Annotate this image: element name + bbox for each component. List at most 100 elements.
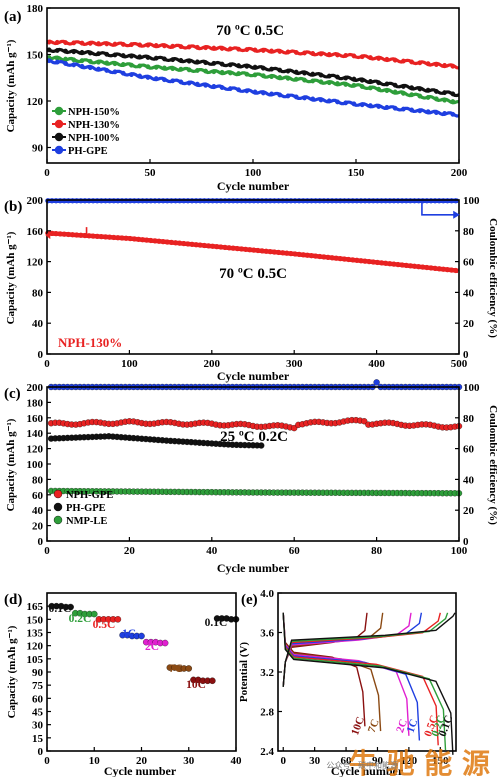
legend-marker-PH-GPE: [53, 502, 63, 512]
series-marker-NPH-100%: [120, 53, 126, 58]
rate-marker-10C: [209, 677, 216, 685]
series-marker-NPH-100%: [425, 87, 431, 93]
series-marker-PH-GPE: [326, 98, 332, 104]
legend-marker-NPH-150%: [54, 106, 64, 116]
panel-d-ytick-label: 165: [27, 601, 44, 613]
series-marker-NPH-100%: [335, 74, 340, 80]
rate-marker-0.1C: [67, 603, 74, 611]
panel-b-y2tick-label: 100: [463, 195, 480, 207]
series-marker-NPH-130%: [277, 49, 283, 54]
panel-b-xtick-label: 300: [286, 358, 303, 370]
panel-d-label: (d): [4, 592, 22, 608]
panel-d-ytick-label: 45: [32, 707, 44, 719]
series-marker-NPH-150%: [367, 85, 373, 91]
legend-marker-PH-GPE: [54, 145, 64, 155]
legend-label-PH-GPE: PH-GPE: [68, 146, 108, 157]
series-marker-NPH-130%: [326, 51, 332, 57]
series-marker-PH-GPE: [277, 92, 283, 98]
series-marker-PH-GPE: [343, 100, 349, 106]
series-marker-PH-GPE: [433, 110, 439, 116]
legend-label-NPH-130%: NPH-130%: [68, 120, 120, 131]
curve-label-1C: 1C: [405, 718, 421, 735]
series-marker-NPH-130%: [392, 57, 398, 63]
panel-d-xtick-label: 40: [231, 755, 243, 767]
panel-c-ytick-label: 160: [27, 413, 44, 425]
watermark-text: 公众号 · 碳中和能源: [326, 760, 398, 770]
panel-c-ytick-label: 100: [27, 459, 44, 471]
panel-b-ytick-label: 80: [32, 287, 44, 299]
panel-b-label: (b): [4, 199, 22, 215]
series-marker-PH-GPE: [293, 94, 299, 100]
series-marker-NPH-150%: [87, 58, 93, 64]
series-marker-NPH-150%: [302, 77, 307, 83]
rate-label-0.5C: 0.5C: [93, 619, 116, 631]
panel-c-ytick-label: 60: [32, 490, 44, 502]
series-marker-capacity: [453, 267, 459, 274]
panel-d-xtick-label: 20: [136, 755, 148, 767]
rate-label-0.1C: 0.1C: [49, 603, 72, 615]
panel-c-ytick-label: 40: [32, 505, 44, 517]
series-marker-NPH-100%: [236, 63, 242, 69]
series-marker-NPH-130%: [409, 59, 415, 65]
series-marker-NPH-130%: [54, 39, 60, 45]
series-marker-NPH-150%: [442, 97, 448, 103]
series-marker-NPH-100%: [153, 55, 159, 61]
panel-a-ytick-label: 180: [27, 3, 44, 15]
series-marker-PH-GPE: [104, 67, 110, 73]
legend-label-NPH-GPE: NPH-GPE: [66, 490, 113, 501]
panel-a-label: (a): [4, 9, 22, 25]
panel-c-ytick-label: 200: [27, 382, 44, 394]
panel-b-ylabel: Capacity (mAh g⁻¹): [5, 231, 17, 324]
series-marker-NPH-150%: [112, 61, 118, 67]
series-marker-NPH-100%: [178, 57, 184, 63]
series-marker-NPH-150%: [129, 62, 134, 68]
legend-label-NPH-100%: NPH-100%: [68, 133, 120, 144]
charge-curve-1C: [282, 612, 423, 687]
series-marker-NPH-150%: [293, 76, 299, 82]
rate-label-0.2C: 0.2C: [69, 613, 92, 625]
series-marker-coulombic efficiency: [373, 379, 380, 386]
panel-d-xtick-label: 0: [44, 755, 50, 767]
series-marker-NPH-130%: [170, 43, 176, 49]
series-marker-NPH-GPE: [361, 418, 368, 425]
panel-b-ytick-label: 200: [27, 195, 44, 207]
series-marker-NPH-150%: [178, 66, 184, 72]
curve-label-2C: 2C: [394, 718, 410, 735]
series-marker-NPH-130%: [285, 49, 291, 55]
series-marker-PH-GPE: [302, 95, 307, 101]
series-marker-PH-GPE: [318, 97, 324, 103]
series-marker-NPH-150%: [244, 71, 250, 77]
series-marker-NPH-150%: [400, 90, 406, 96]
series-marker-NPH-100%: [145, 54, 151, 60]
series-marker-PH-GPE: [252, 89, 258, 95]
series-marker-NPH-130%: [351, 53, 357, 59]
series-marker-PH-GPE: [63, 61, 68, 66]
series-marker-PH-GPE: [260, 90, 266, 96]
series-marker-NPH-100%: [129, 53, 134, 59]
rate-marker-0.5C: [114, 616, 122, 623]
series-marker-NPH-100%: [326, 73, 332, 79]
series-marker-PH-GPE: [211, 83, 217, 89]
series-marker-NPH-100%: [343, 75, 349, 81]
legend-marker-NPH-GPE: [53, 489, 63, 499]
series-marker-PH-GPE: [450, 111, 456, 117]
panel-c-annotation: 25 ºC 0.2C: [220, 429, 288, 445]
panel-a-xlabel: Cycle number: [217, 179, 290, 193]
series-marker-NPH-150%: [104, 60, 110, 66]
series-marker-NPH-130%: [367, 55, 373, 61]
series-marker-NPH-150%: [219, 69, 225, 75]
panel-c-frame: [46, 386, 460, 542]
series-marker-NPH-100%: [417, 86, 423, 92]
legend-marker-NPH-130%: [54, 119, 64, 129]
series-marker-NPH-100%: [211, 60, 217, 66]
rate-marker-1C: [138, 632, 145, 640]
panel-c-xtick-label: 100: [451, 545, 468, 557]
legend-label-NMP-LE: NMP-LE: [66, 516, 107, 527]
series-marker-PH-GPE: [409, 107, 415, 113]
series-marker-NPH-130%: [161, 43, 167, 49]
series-line-NPH-150%: [49, 55, 460, 105]
series-marker-NPH-130%: [417, 60, 423, 66]
rate-label-0.1C: 0.1C: [205, 617, 228, 629]
series-marker-NPH-100%: [54, 48, 60, 53]
charge-curve-7C: [282, 612, 384, 687]
